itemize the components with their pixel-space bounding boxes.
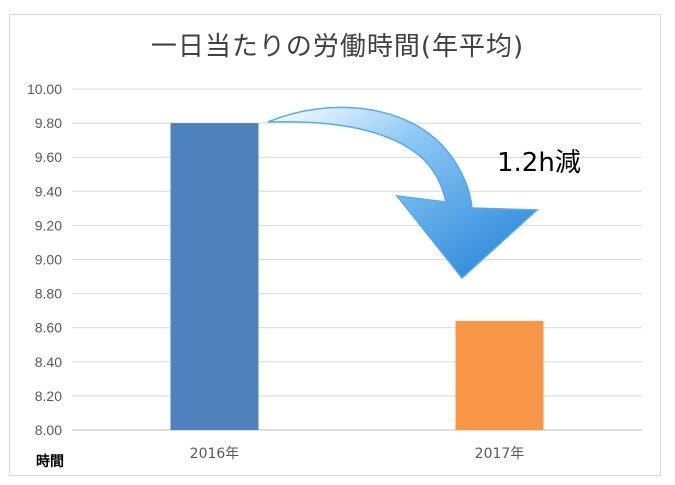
x-tick-label: 2017年 bbox=[475, 446, 525, 462]
y-tick-label: 9.00 bbox=[35, 252, 62, 268]
y-tick-label: 8.60 bbox=[35, 320, 62, 336]
y-tick-label: 8.20 bbox=[35, 388, 62, 404]
y-tick-label: 9.60 bbox=[35, 149, 62, 165]
y-tick-label: 8.80 bbox=[35, 286, 62, 302]
chart-title: 一日当たりの労働時間(年平均) bbox=[150, 32, 525, 62]
decrease-annotation: 1.2h減 bbox=[497, 148, 581, 178]
chart-frame bbox=[9, 14, 661, 476]
y-tick-label: 8.40 bbox=[35, 354, 62, 370]
y-tick-label: 9.80 bbox=[35, 115, 62, 131]
x-tick-label: 2016年 bbox=[190, 446, 240, 462]
bar-2 bbox=[455, 320, 544, 430]
y-tick-label: 8.00 bbox=[35, 422, 62, 438]
y-axis-unit-label: 時間 bbox=[36, 454, 64, 470]
y-tick-label: 9.20 bbox=[35, 217, 62, 233]
y-tick-label: 10.00 bbox=[27, 81, 62, 97]
y-tick-label: 9.40 bbox=[35, 183, 62, 199]
decrease-arrow-icon bbox=[267, 106, 539, 280]
bar-1 bbox=[170, 123, 259, 430]
